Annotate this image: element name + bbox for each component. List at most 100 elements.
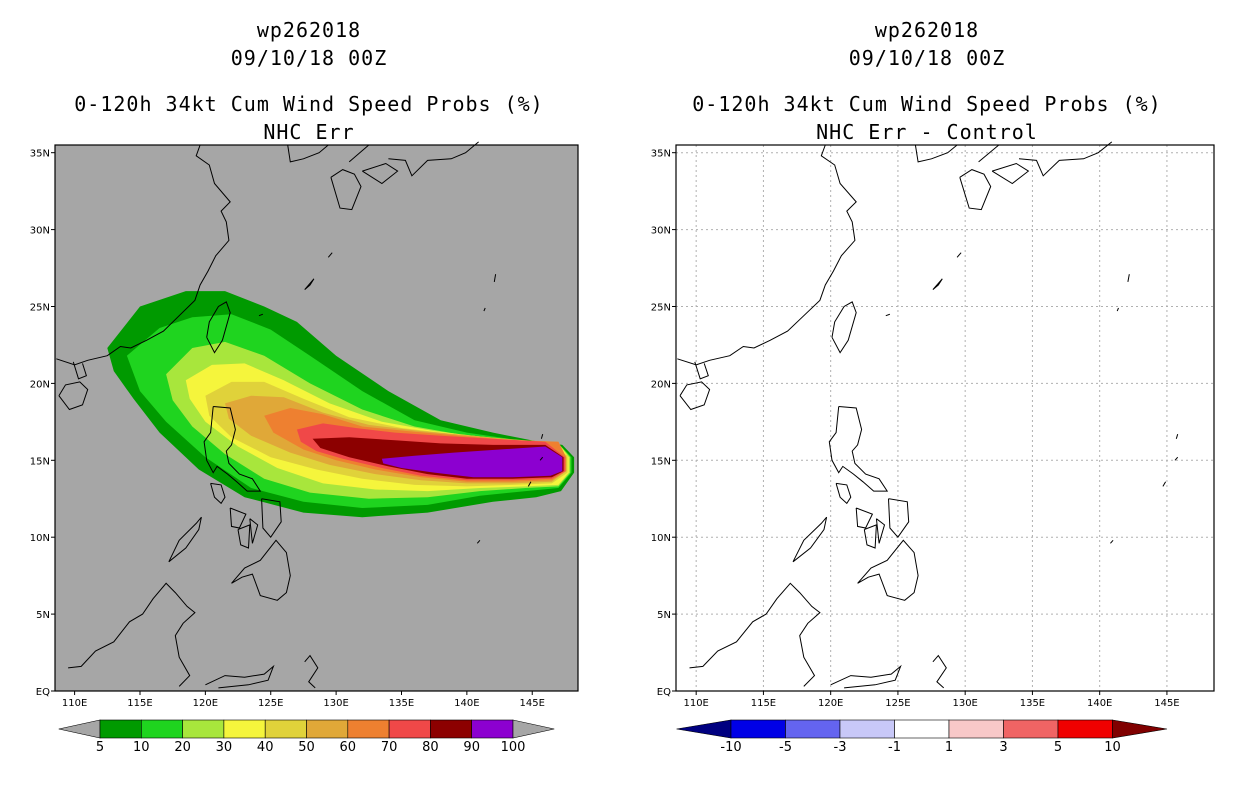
coastline-segment bbox=[527, 481, 532, 487]
coastline-segment bbox=[476, 539, 481, 544]
colorbar-label: 80 bbox=[422, 740, 439, 755]
colorbar-label: 1 bbox=[945, 740, 953, 755]
coastline-segment bbox=[863, 524, 877, 549]
coastline-segment bbox=[831, 301, 857, 354]
colorbar-segment bbox=[99, 719, 142, 739]
coastline-segment bbox=[932, 278, 943, 290]
coastline-segment bbox=[857, 539, 919, 601]
storm-id-title: wp262018 bbox=[874, 18, 980, 42]
coastline-segment bbox=[304, 278, 315, 290]
coastline-segment bbox=[914, 144, 958, 163]
coastline-segment bbox=[1162, 481, 1167, 487]
lat-label: 35N bbox=[30, 149, 50, 160]
left-panel: wp262018 09/10/18 00Z 0-120h 34kt Cum Wi… bbox=[29, 18, 615, 755]
colorbar-segment bbox=[839, 719, 895, 739]
map-background bbox=[676, 145, 1214, 691]
lat-label: 20N bbox=[651, 379, 671, 390]
colorbar-segment bbox=[430, 719, 472, 739]
coastline-segment bbox=[388, 141, 479, 177]
coastline-segment bbox=[348, 144, 370, 163]
coastline-segment bbox=[888, 498, 910, 539]
colorbar-label: 100 bbox=[501, 740, 526, 755]
lat-label: 30N bbox=[651, 226, 671, 237]
colorbar-label: 40 bbox=[257, 740, 274, 755]
lat-label: 5N bbox=[657, 610, 671, 621]
lat-label: 35N bbox=[651, 149, 671, 160]
coastline-segment bbox=[231, 539, 291, 601]
lon-label: 115E bbox=[127, 698, 152, 709]
lat-label: 10N bbox=[651, 533, 671, 544]
lon-label: 125E bbox=[885, 698, 910, 709]
coastline-segment bbox=[1116, 307, 1119, 312]
gridlines bbox=[676, 145, 1214, 691]
coastline-segment bbox=[205, 664, 275, 689]
colorbar-segment bbox=[894, 719, 950, 739]
coastline-segment bbox=[330, 169, 362, 211]
colorbar-segment bbox=[1003, 719, 1059, 739]
colorbar-segment bbox=[306, 719, 349, 739]
coastline-segment bbox=[249, 518, 259, 544]
probability-map: 110E 115E 120E 125E 130E 135E 140E 145E EQ 5N 10N… bbox=[30, 141, 615, 715]
colorbar-label: 3 bbox=[999, 740, 1007, 755]
coastline-segment bbox=[932, 654, 947, 689]
coastline-segment bbox=[304, 654, 319, 689]
longitude-labels: 110E 115E 120E 125E 130E 135E 140E 145E bbox=[683, 691, 1180, 709]
colorbar-segment bbox=[785, 719, 841, 739]
lat-label: 15N bbox=[30, 456, 50, 467]
lat-label: 25N bbox=[30, 302, 50, 313]
lon-label: 140E bbox=[1087, 698, 1112, 709]
lat-label: EQ bbox=[657, 687, 671, 698]
coastline-segment bbox=[1110, 539, 1114, 544]
coastline-segment bbox=[483, 307, 486, 312]
map-frame bbox=[675, 144, 1215, 692]
longitude-labels: 110E 115E 120E 125E 130E 135E 140E 145E bbox=[62, 691, 545, 709]
colorbar-segment bbox=[141, 719, 183, 739]
coastline-segment bbox=[1127, 274, 1130, 282]
coastline-segment bbox=[830, 664, 902, 689]
lat-label: 20N bbox=[30, 379, 50, 390]
colorbar-segment bbox=[264, 719, 307, 739]
coastline-segment bbox=[58, 381, 89, 411]
coastline-segment bbox=[493, 274, 497, 282]
coastline-segment bbox=[1175, 433, 1179, 439]
colorbar-segment bbox=[730, 719, 786, 739]
lat-label: EQ bbox=[36, 687, 50, 698]
lon-label: 115E bbox=[751, 698, 776, 709]
coastline-segment bbox=[327, 252, 333, 258]
coastline-segment bbox=[679, 381, 711, 411]
coastline-segment bbox=[1174, 456, 1179, 461]
coastline-segment bbox=[206, 301, 231, 354]
variant-title: NHC Err - Control bbox=[816, 120, 1038, 144]
difference-map: 110E 115E 120E 125E 130E 135E 140E 145E EQ 5N 10N… bbox=[651, 141, 1215, 709]
variant-title: NHC Err bbox=[263, 120, 355, 144]
coastline-segment bbox=[875, 518, 886, 544]
colorbar-segment bbox=[1057, 719, 1113, 739]
lat-label: 5N bbox=[36, 610, 50, 621]
coastline-segment bbox=[168, 516, 202, 563]
coastlines bbox=[56, 141, 544, 689]
coastline-segment bbox=[828, 406, 889, 492]
colorbar-label: 10 bbox=[1104, 740, 1121, 755]
colorbar-label: -3 bbox=[834, 740, 847, 755]
colorbar-segment bbox=[223, 719, 266, 739]
coastline-segment bbox=[855, 507, 874, 529]
colorbar-segment bbox=[347, 719, 390, 739]
colorbar-label: 5 bbox=[96, 740, 104, 755]
coastline-segment bbox=[210, 482, 226, 505]
coastline-segment bbox=[885, 313, 891, 317]
lon-label: 110E bbox=[683, 698, 708, 709]
coastline-segment bbox=[539, 456, 544, 461]
coastline-segment bbox=[978, 144, 1000, 163]
coastline-segment bbox=[68, 582, 196, 687]
colorbar-label: 90 bbox=[463, 740, 480, 755]
coastline-segment bbox=[56, 144, 231, 366]
prob-contour-90 bbox=[381, 446, 563, 478]
lon-label: 110E bbox=[62, 698, 87, 709]
colorbar-label: 50 bbox=[298, 740, 315, 755]
colorbar-label: 20 bbox=[174, 740, 191, 755]
lat-label: 25N bbox=[651, 302, 671, 313]
colorbar-high-arrow bbox=[512, 719, 555, 739]
colorbar: 5 10 20 30 40 50 60 70 80 90 100 bbox=[58, 719, 555, 755]
colorbar-label: -5 bbox=[779, 740, 792, 755]
lon-label: 130E bbox=[323, 698, 348, 709]
